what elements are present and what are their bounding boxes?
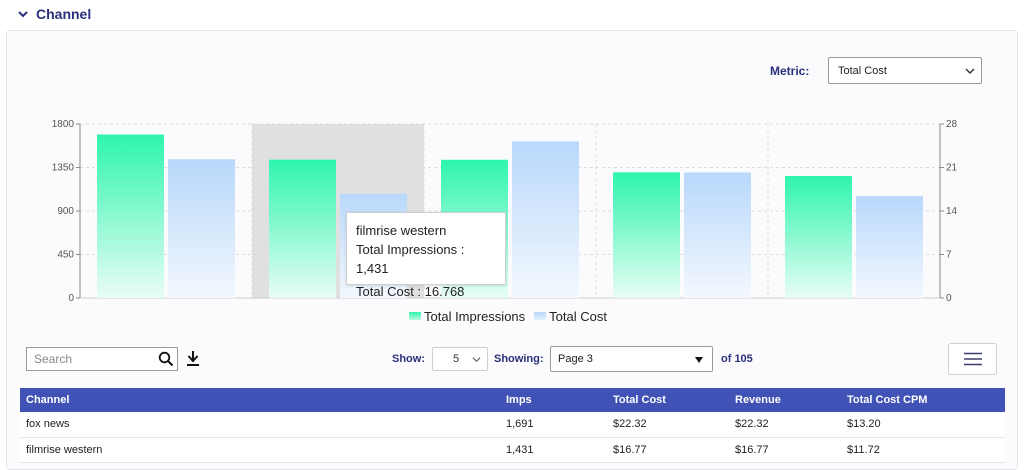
column-header-channel[interactable]: Channel <box>26 394 70 406</box>
search-input[interactable] <box>34 352 154 366</box>
caret-down-icon <box>695 357 703 363</box>
y-left-tick-label: 900 <box>57 206 74 217</box>
bar-total-impressions <box>785 176 852 298</box>
tooltip-title: filmrise western <box>356 223 447 238</box>
y-left-tick-label: 0 <box>68 293 74 304</box>
show-label: Show: <box>392 353 425 365</box>
hamburger-menu-icon <box>963 352 982 366</box>
metric-select[interactable]: Total Cost <box>828 57 982 84</box>
table-cell: $16.77 <box>735 443 769 456</box>
table-cell: $13.20 <box>847 418 881 431</box>
y-right-tick-label: 14 <box>946 206 958 217</box>
column-header-total-cost[interactable]: Total Cost <box>613 394 666 406</box>
legend-item-cost[interactable]: Total Cost <box>534 309 607 324</box>
search-icon[interactable] <box>158 351 174 367</box>
column-header-total-cost-cpm[interactable]: Total Cost CPM <box>847 394 928 406</box>
bar-total-cost <box>512 141 579 298</box>
showing-label: Showing: <box>494 353 544 365</box>
section-title: Channel <box>36 6 92 22</box>
legend-label-cost: Total Cost <box>549 308 607 324</box>
y-right-tick-label: 21 <box>946 163 958 174</box>
bar-total-impressions <box>269 159 336 298</box>
table-cell: fox news <box>26 418 70 431</box>
download-icon[interactable] <box>186 350 200 367</box>
column-menu-button[interactable] <box>948 343 997 375</box>
page-select[interactable]: Page 3 <box>550 346 713 372</box>
y-left-tick-label: 450 <box>57 250 74 261</box>
y-left-tick-label: 1800 <box>52 119 75 130</box>
table-row[interactable]: fox news 1,691 $22.32 $22.32 $13.20 <box>20 412 1005 437</box>
legend-swatch-impressions <box>409 312 421 320</box>
chart-legend: Total Impressions Total Cost <box>409 308 616 324</box>
legend-label-impressions: Total Impressions <box>424 308 526 324</box>
table-row[interactable]: filmrise western 1,431 $16.77 $16.77 $11… <box>20 437 1005 462</box>
page-size-select[interactable]: 5 <box>432 347 488 371</box>
table-cell: $11.72 <box>847 443 880 456</box>
table-cell: filmrise western <box>26 443 103 456</box>
metric-select-value: Total Cost <box>838 64 887 77</box>
tooltip-cost: Total Cost : 16.768 <box>356 284 465 299</box>
table-cell: 1,691 <box>506 418 534 431</box>
table-header-row: Channel Imps Total Cost Revenue Total Co… <box>20 388 1005 412</box>
y-right-tick-label: 0 <box>946 293 952 304</box>
page-size-value: 5 <box>453 353 460 365</box>
bar-total-cost <box>168 159 235 298</box>
channel-table: Channel Imps Total Cost Revenue Total Co… <box>20 388 1005 463</box>
y-right-tick-label: 7 <box>946 250 952 261</box>
chevron-down-icon[interactable] <box>18 9 28 19</box>
y-right-tick-label: 28 <box>946 119 958 130</box>
bar-total-cost <box>684 172 751 298</box>
y-left-tick-label: 1350 <box>52 163 75 174</box>
metric-label: Metric: <box>770 64 810 78</box>
bar-total-impressions <box>613 172 680 298</box>
table-cell: 1,431 <box>506 443 534 456</box>
search-box <box>26 347 178 371</box>
chevron-down-icon <box>965 68 975 74</box>
bar-total-cost <box>856 196 923 298</box>
column-header-revenue[interactable]: Revenue <box>735 394 781 406</box>
table-cell: $22.32 <box>735 418 769 431</box>
chart-tooltip: filmrise western Total Impressions : 1,4… <box>346 212 506 299</box>
legend-item-impressions[interactable]: Total Impressions <box>409 309 525 324</box>
tooltip-impressions: Total Impressions : 1,431 <box>356 242 465 276</box>
bar-total-impressions <box>97 134 164 298</box>
section-header[interactable]: Channel <box>18 5 91 23</box>
column-header-imps[interactable]: Imps <box>506 394 532 406</box>
table-cell: $16.77 <box>613 443 647 456</box>
table-cell: $22.32 <box>613 418 647 431</box>
page-total-label: of 105 <box>721 353 753 365</box>
chevron-down-icon <box>472 357 481 363</box>
page-select-value: Page 3 <box>558 353 593 365</box>
legend-swatch-cost <box>534 312 547 320</box>
